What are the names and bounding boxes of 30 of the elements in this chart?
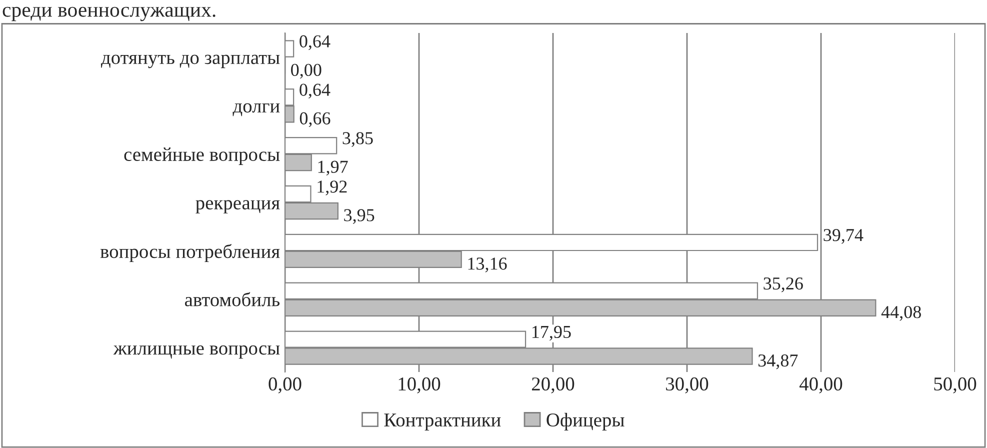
data-label: 44,08 <box>881 306 921 321</box>
data-label: 3,85 <box>342 132 373 147</box>
x-tick-label: 0,00 <box>268 377 302 394</box>
y-tick-label: дотянуть до зарплаты <box>100 54 280 68</box>
y-tick-label: вопросы потребления <box>100 244 280 262</box>
y-tick-label: рекреация <box>196 200 280 214</box>
legend-label: Контрактники <box>384 414 501 430</box>
y-tick-label: долги <box>232 103 280 116</box>
x-tick-label: 10,00 <box>398 377 440 394</box>
data-label: 0,00 <box>291 64 322 79</box>
data-label: 3,95 <box>344 209 374 224</box>
data-label: 0,64 <box>300 35 330 50</box>
data-label: 39,74 <box>824 229 864 244</box>
data-label: 1,92 <box>318 180 347 196</box>
data-label: 0,64 <box>300 84 330 98</box>
y-tick-label: семейные вопросы <box>124 148 280 165</box>
y-tick-label: автомобиль <box>185 292 280 306</box>
x-tick-label: 50,00 <box>934 377 976 394</box>
x-tick-label: 20,00 <box>532 377 574 394</box>
data-label: 34,87 <box>758 354 798 370</box>
x-tick-label: 40,00 <box>800 377 842 394</box>
legend-label: Офицеры <box>546 412 624 430</box>
x-tick-label: 30,00 <box>666 377 708 394</box>
data-label: 13,16 <box>468 258 507 272</box>
text: среди военнослужащих. <box>2 6 216 22</box>
data-label: 0,66 <box>300 112 330 128</box>
y-tick-label: жилищные вопросы <box>113 345 280 359</box>
data-label: 17,95 <box>532 326 571 341</box>
data-label: 35,26 <box>764 277 803 292</box>
data-label: 1,97 <box>318 160 348 176</box>
